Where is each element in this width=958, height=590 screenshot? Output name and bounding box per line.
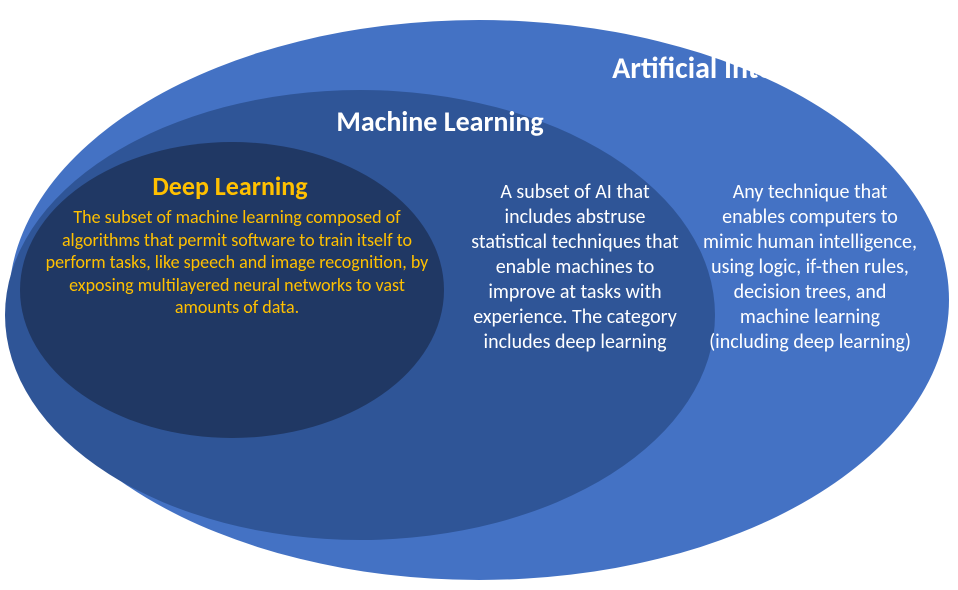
title-dl: Deep Learning: [100, 170, 360, 202]
desc-ai: Any technique that enables computers to …: [700, 180, 920, 355]
desc-ml: A subset of AI that includes abstruse st…: [465, 180, 685, 355]
desc-dl: The subset of machine learning composed …: [42, 206, 432, 319]
title-ml: Machine Learning: [290, 104, 590, 139]
title-ai: Artificial Intelligence: [560, 50, 920, 87]
